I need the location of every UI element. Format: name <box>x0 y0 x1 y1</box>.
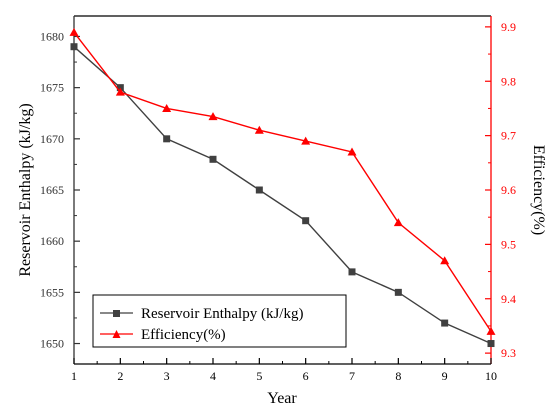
reservoir-enthalpy-point <box>302 217 310 225</box>
efficiency-line <box>73 31 492 332</box>
efficiency-point <box>208 112 218 121</box>
left-y-axis-title: Reservoir Enthalpy (kJ/kg) <box>17 103 34 276</box>
x-tick-label: 6 <box>303 369 309 383</box>
legend-enthalpy-marker <box>113 310 120 317</box>
x-tick-label: 2 <box>117 369 123 383</box>
right-y-axis-title: Efficiency(%) <box>530 145 547 235</box>
x-tick-label: 8 <box>395 369 401 383</box>
right-y-tick-label: 9.7 <box>501 129 516 143</box>
efficiency-point <box>393 218 403 227</box>
x-tick-label: 5 <box>256 369 262 383</box>
x-tick-label: 7 <box>349 369 355 383</box>
legend-box <box>92 294 347 348</box>
x-tick-group: 1 2 3 4 5 6 7 8 9 10 <box>71 358 497 383</box>
efficiency-point <box>162 103 172 112</box>
left-y-tick-label: 1650 <box>40 337 64 351</box>
x-tick-label: 9 <box>442 369 448 383</box>
efficiency-point <box>115 87 125 96</box>
left-y-tick-label: 1675 <box>40 81 64 95</box>
left-y-tick-group: 1650 1655 1660 1665 1670 1675 1680 <box>40 29 80 351</box>
left-y-tick-label: 1665 <box>40 183 64 197</box>
x-tick-label: 4 <box>210 369 216 383</box>
x-tick-label: 1 <box>71 369 77 383</box>
reservoir-enthalpy-point <box>441 319 449 327</box>
efficiency-point <box>301 136 311 145</box>
reservoir-enthalpy-point <box>70 43 78 51</box>
left-y-tick-label: 1670 <box>40 132 64 146</box>
efficiency-point <box>440 256 450 265</box>
x-axis-title: Year <box>267 390 297 407</box>
right-y-tick-label: 9.5 <box>501 237 516 251</box>
reservoir-enthalpy-point <box>209 155 217 163</box>
left-y-tick-label: 1655 <box>40 285 64 299</box>
reservoir-enthalpy-point <box>348 268 356 276</box>
efficiency-point <box>254 125 264 134</box>
reservoir-enthalpy-point <box>394 288 402 296</box>
reservoir-enthalpy-point <box>163 135 171 143</box>
right-y-tick-group: 9.3 9.4 9.5 9.6 9.7 9.8 9.9 <box>485 20 516 360</box>
right-y-tick-label: 9.6 <box>501 183 516 197</box>
reservoir-enthalpy-line <box>73 46 492 345</box>
legend-efficiency-marker <box>112 330 121 338</box>
left-y-tick-label: 1660 <box>40 234 64 248</box>
legend-efficiency-label: Efficiency(%) <box>141 327 226 343</box>
legend: Reservoir Enthalpy (kJ/kg) Efficiency(%) <box>92 294 347 348</box>
legend-enthalpy-label: Reservoir Enthalpy (kJ/kg) <box>141 306 303 322</box>
left-y-tick-label: 1680 <box>40 29 64 43</box>
efficiency-point <box>69 27 79 36</box>
right-y-tick-label: 9.4 <box>501 292 516 306</box>
reservoir-enthalpy-point <box>487 340 495 348</box>
efficiency-point <box>486 326 496 335</box>
reservoir-enthalpy-series-group <box>70 43 495 348</box>
x-tick-label: 10 <box>485 369 497 383</box>
x-tick-label: 3 <box>164 369 170 383</box>
reservoir-enthalpy-point <box>255 186 263 194</box>
right-y-tick-label: 9.8 <box>501 74 516 88</box>
efficiency-series-group <box>69 27 496 335</box>
right-y-tick-label: 9.9 <box>501 20 516 34</box>
efficiency-point <box>347 147 357 156</box>
right-y-tick-label: 9.3 <box>501 346 516 360</box>
